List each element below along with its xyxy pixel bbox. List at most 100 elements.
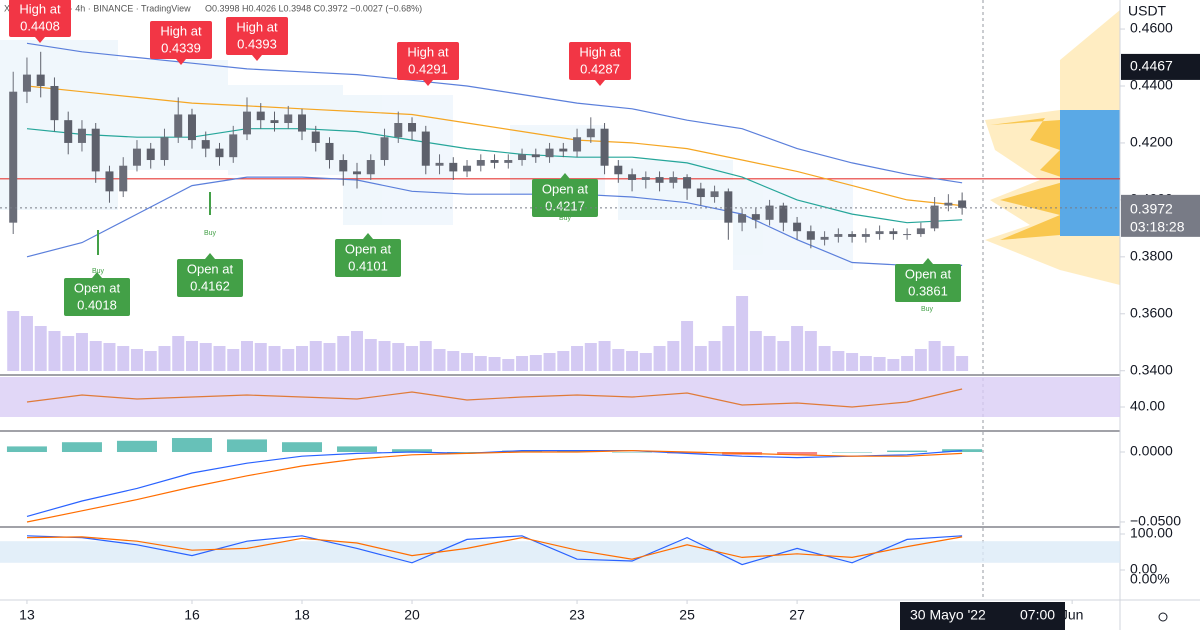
label-title: Open at: [74, 280, 121, 295]
label-title: High at: [236, 19, 278, 34]
label-arrow: [363, 233, 373, 239]
candle-body: [903, 234, 912, 236]
label-value: 0.4408: [20, 18, 60, 33]
label-title: Open at: [905, 266, 952, 281]
label-box: [335, 239, 401, 277]
candle-body: [916, 228, 925, 235]
x-tick-label: 23: [569, 607, 585, 623]
chart-title: XRP / TetherUS · 4h · BINANCE · TradingV…: [4, 3, 191, 13]
label-value: 0.4291: [408, 61, 448, 76]
label-box: [150, 21, 212, 59]
volume-bar: [557, 351, 570, 371]
volume-bar: [694, 346, 707, 371]
candle-body: [930, 205, 939, 229]
histogram-bar: [557, 450, 598, 453]
candle-body: [669, 177, 678, 183]
candle-body: [600, 128, 609, 166]
candle-body: [380, 137, 389, 161]
high-label: High at 0.4291: [397, 42, 459, 86]
indicator-line: [26, 388, 963, 408]
mark-price: 0.4467: [1130, 58, 1173, 74]
volume-bar: [584, 343, 597, 371]
y-tick-label: 0.0000: [1130, 443, 1173, 459]
candle-body: [751, 214, 760, 220]
indicator-line: [26, 536, 963, 560]
y-tick-label: 0.4600: [1130, 20, 1173, 36]
histogram-bar: [6, 446, 47, 453]
open-label: Open at 0.4101: [335, 233, 401, 277]
label-arrow: [923, 258, 933, 264]
label-arrow: [560, 173, 570, 179]
volume-bar: [626, 351, 639, 371]
volume-bar: [502, 359, 515, 371]
x-tick-label: Jun: [1061, 607, 1084, 623]
histogram-bar: [667, 452, 708, 454]
volume-bar: [612, 349, 625, 371]
volume-profile: [990, 118, 1070, 240]
histogram-bar: [942, 449, 983, 453]
candle-body: [889, 231, 898, 235]
candle-body: [958, 200, 967, 208]
candle-body: [848, 234, 857, 237]
label-value: 0.4018: [77, 297, 117, 312]
label-title: Open at: [345, 241, 392, 256]
volume-bar: [158, 346, 171, 371]
histogram-bar: [226, 439, 267, 453]
volume-bar: [859, 356, 872, 371]
candle-body: [586, 128, 595, 138]
volume-bar: [75, 333, 88, 371]
candle-body: [724, 191, 733, 223]
candle-body: [201, 140, 210, 149]
label-arrow: [595, 80, 605, 86]
candle-body: [215, 148, 224, 158]
candle-body: [311, 131, 320, 143]
volume-bar: [296, 346, 309, 371]
x-tick-label: 20: [404, 607, 420, 623]
volume-bar: [240, 341, 253, 371]
x-tick-label: 25: [679, 607, 695, 623]
volume-bar: [942, 346, 955, 371]
volume-bar: [185, 341, 198, 371]
label-arrow: [176, 59, 186, 65]
histogram-bar: [777, 452, 818, 455]
x-tick-label: 13: [19, 607, 35, 623]
volume-bar: [20, 316, 33, 371]
volume-bar: [543, 353, 556, 371]
mark-price-box: [1121, 53, 1200, 80]
candle-body: [435, 162, 444, 166]
unit-label: USDT: [1128, 3, 1167, 19]
session-box: [0, 40, 118, 210]
histogram-bar: [116, 440, 157, 453]
volume-bar: [406, 346, 419, 371]
volume-bar: [832, 351, 845, 371]
session-box: [733, 180, 853, 270]
volume-bar: [351, 331, 364, 371]
cursor-box: [900, 602, 1065, 630]
y-tick-label: 100.00: [1130, 525, 1173, 541]
volume-bar: [914, 349, 927, 371]
settings-icon[interactable]: [1158, 612, 1168, 622]
ohlc-header: O0.3998 H0.4026 L0.3948 C0.3972 −0.0027 …: [205, 3, 422, 13]
candle-body: [339, 160, 348, 172]
volume-bar: [117, 346, 130, 371]
label-box: [226, 17, 288, 55]
label-value: 0.4101: [348, 258, 388, 273]
volume-bar: [956, 356, 969, 371]
volume-bar: [846, 353, 859, 371]
volume-bar: [447, 351, 460, 371]
y-tick-label: 0.4200: [1130, 134, 1173, 150]
open-label: Open at 0.4162: [177, 253, 243, 297]
volume-bar: [323, 343, 336, 371]
candle-body: [160, 137, 169, 161]
x-tick-label: 18: [294, 607, 310, 623]
candle-body: [284, 114, 293, 124]
indicator-line: [26, 85, 963, 207]
y-tick-label: −0.0500: [1130, 513, 1181, 529]
volume-bar: [268, 346, 281, 371]
candle-body: [765, 205, 774, 220]
volume-bar: [309, 341, 322, 371]
candle-body: [298, 114, 307, 132]
candle-body: [834, 234, 843, 237]
candle-body: [820, 236, 829, 240]
volume-bar: [818, 346, 831, 371]
